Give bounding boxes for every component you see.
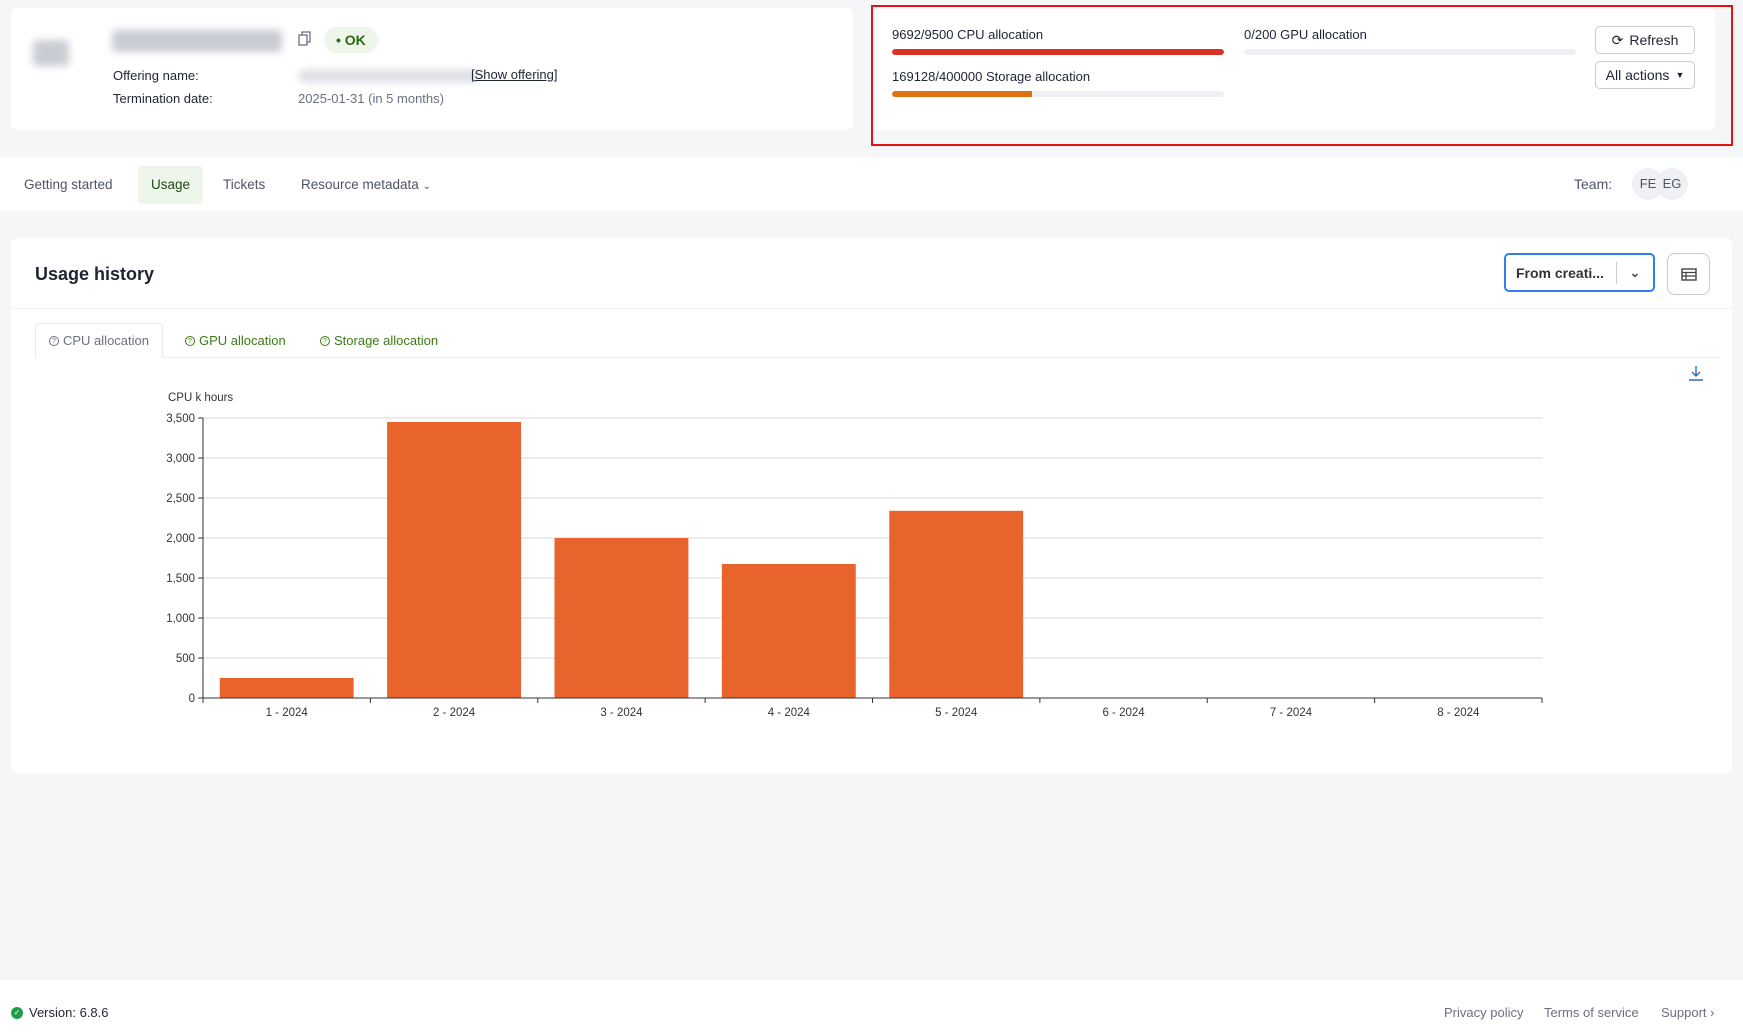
- tab-bar: [0, 157, 1743, 211]
- gpu-quota-label: 0/200 GPU allocation: [1244, 27, 1367, 42]
- chart-tab-label: Storage allocation: [334, 333, 439, 348]
- version-ok-icon: ✓: [11, 1007, 23, 1019]
- caret-down-icon: ▼: [1675, 70, 1685, 80]
- y-tick-label: 2,500: [166, 493, 195, 505]
- y-tick-label: 3,000: [166, 453, 195, 465]
- show-offering-link[interactable]: [Show offering]: [471, 67, 558, 82]
- select-divider: [1616, 261, 1617, 284]
- x-tick-label: 5 - 2024: [935, 707, 978, 719]
- offering-name: [299, 70, 479, 82]
- tab-getting-started[interactable]: Getting started: [24, 177, 113, 192]
- table-view-button[interactable]: [1667, 253, 1710, 295]
- help-icon: ?: [49, 335, 59, 346]
- chart-tab-cpu[interactable]: ? CPU allocation: [35, 323, 163, 358]
- chart-tabs-divider: [35, 357, 1720, 358]
- resource-name: [112, 30, 282, 52]
- help-icon: ?: [320, 335, 330, 346]
- chevron-down-icon: ⌄: [1629, 264, 1641, 280]
- all-actions-label: All actions: [1605, 67, 1670, 83]
- termination-value: 2025-01-31 (in 5 months): [298, 91, 444, 106]
- quota-card: 9692/9500 CPU allocation 0/200 GPU alloc…: [873, 8, 1715, 130]
- status-text: OK: [344, 32, 366, 48]
- usage-title: Usage history: [35, 264, 155, 284]
- copy-icon[interactable]: [298, 31, 312, 47]
- cpu-quota-label: 9692/9500 CPU allocation: [892, 27, 1044, 42]
- storage-quota-fill: [892, 91, 1033, 97]
- gpu-quota-bar: [1244, 49, 1576, 55]
- chart-tab-gpu[interactable]: ? GPU allocation: [185, 323, 286, 358]
- bar: [387, 422, 522, 698]
- x-tick-label: 6 - 2024: [1102, 707, 1145, 719]
- cpu-quota-bar: [892, 49, 1224, 55]
- termination-label: Termination date:: [113, 91, 213, 106]
- bar: [219, 678, 354, 698]
- privacy-policy-link[interactable]: Privacy policy: [1444, 1005, 1524, 1020]
- download-icon[interactable]: [1688, 365, 1704, 384]
- header-divider: [11, 308, 1732, 309]
- chart-tab-label: CPU allocation: [63, 333, 149, 348]
- footer: [0, 980, 1743, 1036]
- avatar[interactable]: EG: [1656, 168, 1688, 200]
- refresh-icon: ⟳: [1611, 31, 1624, 48]
- tab-resource-metadata[interactable]: Resource metadata ⌄: [288, 166, 444, 204]
- terms-of-service-link[interactable]: Terms of service: [1544, 1005, 1639, 1020]
- refresh-label: Refresh: [1629, 32, 1679, 48]
- chart-tab-storage[interactable]: ? Storage allocation: [320, 323, 438, 358]
- version-text: Version: 6.8.6: [29, 1005, 109, 1020]
- resource-logo: [33, 40, 69, 66]
- x-tick-label: 8 - 2024: [1437, 707, 1480, 719]
- y-axis-label: CPU k hours: [168, 392, 233, 404]
- x-tick-label: 1 - 2024: [266, 707, 309, 719]
- table-icon: [1680, 267, 1697, 281]
- support-label: Support: [1661, 1005, 1707, 1020]
- usage-chart: 0 500 1,000 1,500 2,000 2,500 3,000 3,500 CPU k …: [166, 392, 1543, 719]
- team-label: Team:: [1574, 176, 1613, 192]
- y-tick-label: 1,000: [166, 613, 195, 625]
- support-link[interactable]: Support ›: [1661, 1005, 1715, 1020]
- period-select-value: From creati...: [1516, 264, 1604, 281]
- chart-tab-label: GPU allocation: [199, 333, 286, 348]
- resource-header-card: • OK Offering name: [Show offering] Term…: [11, 8, 853, 130]
- help-icon: ?: [185, 335, 195, 346]
- storage-quota-bar: [892, 91, 1224, 97]
- y-tick-label: 500: [176, 653, 195, 665]
- bar: [889, 510, 1024, 698]
- bar: [721, 564, 856, 698]
- y-tick-label: 2,000: [166, 533, 195, 545]
- x-tick-label: 4 - 2024: [768, 707, 811, 719]
- chevron-down-icon: ⌄: [422, 181, 431, 192]
- highlight-box: [871, 5, 1733, 146]
- period-select[interactable]: From creati... ⌄: [1504, 253, 1655, 292]
- tab-tickets[interactable]: Tickets: [223, 177, 266, 192]
- y-tick-label: 3,500: [166, 413, 195, 425]
- all-actions-button[interactable]: All actions ▼: [1595, 61, 1695, 89]
- tab-usage[interactable]: Usage: [138, 166, 204, 204]
- offering-label: Offering name:: [113, 68, 199, 83]
- x-tick-label: 7 - 2024: [1270, 707, 1313, 719]
- x-tick-label: 3 - 2024: [600, 707, 643, 719]
- x-tick-label: 2 - 2024: [433, 707, 476, 719]
- y-tick-label: 0: [189, 693, 195, 705]
- storage-quota-label: 169128/400000 Storage allocation: [892, 69, 1091, 84]
- tab-resource-metadata-label: Resource metadata: [301, 177, 419, 192]
- refresh-button[interactable]: ⟳ Refresh: [1595, 26, 1695, 54]
- cpu-quota-fill: [892, 49, 1224, 55]
- y-tick-label: 1,500: [166, 573, 195, 585]
- bar: [554, 538, 689, 698]
- status-badge: • OK: [324, 27, 378, 53]
